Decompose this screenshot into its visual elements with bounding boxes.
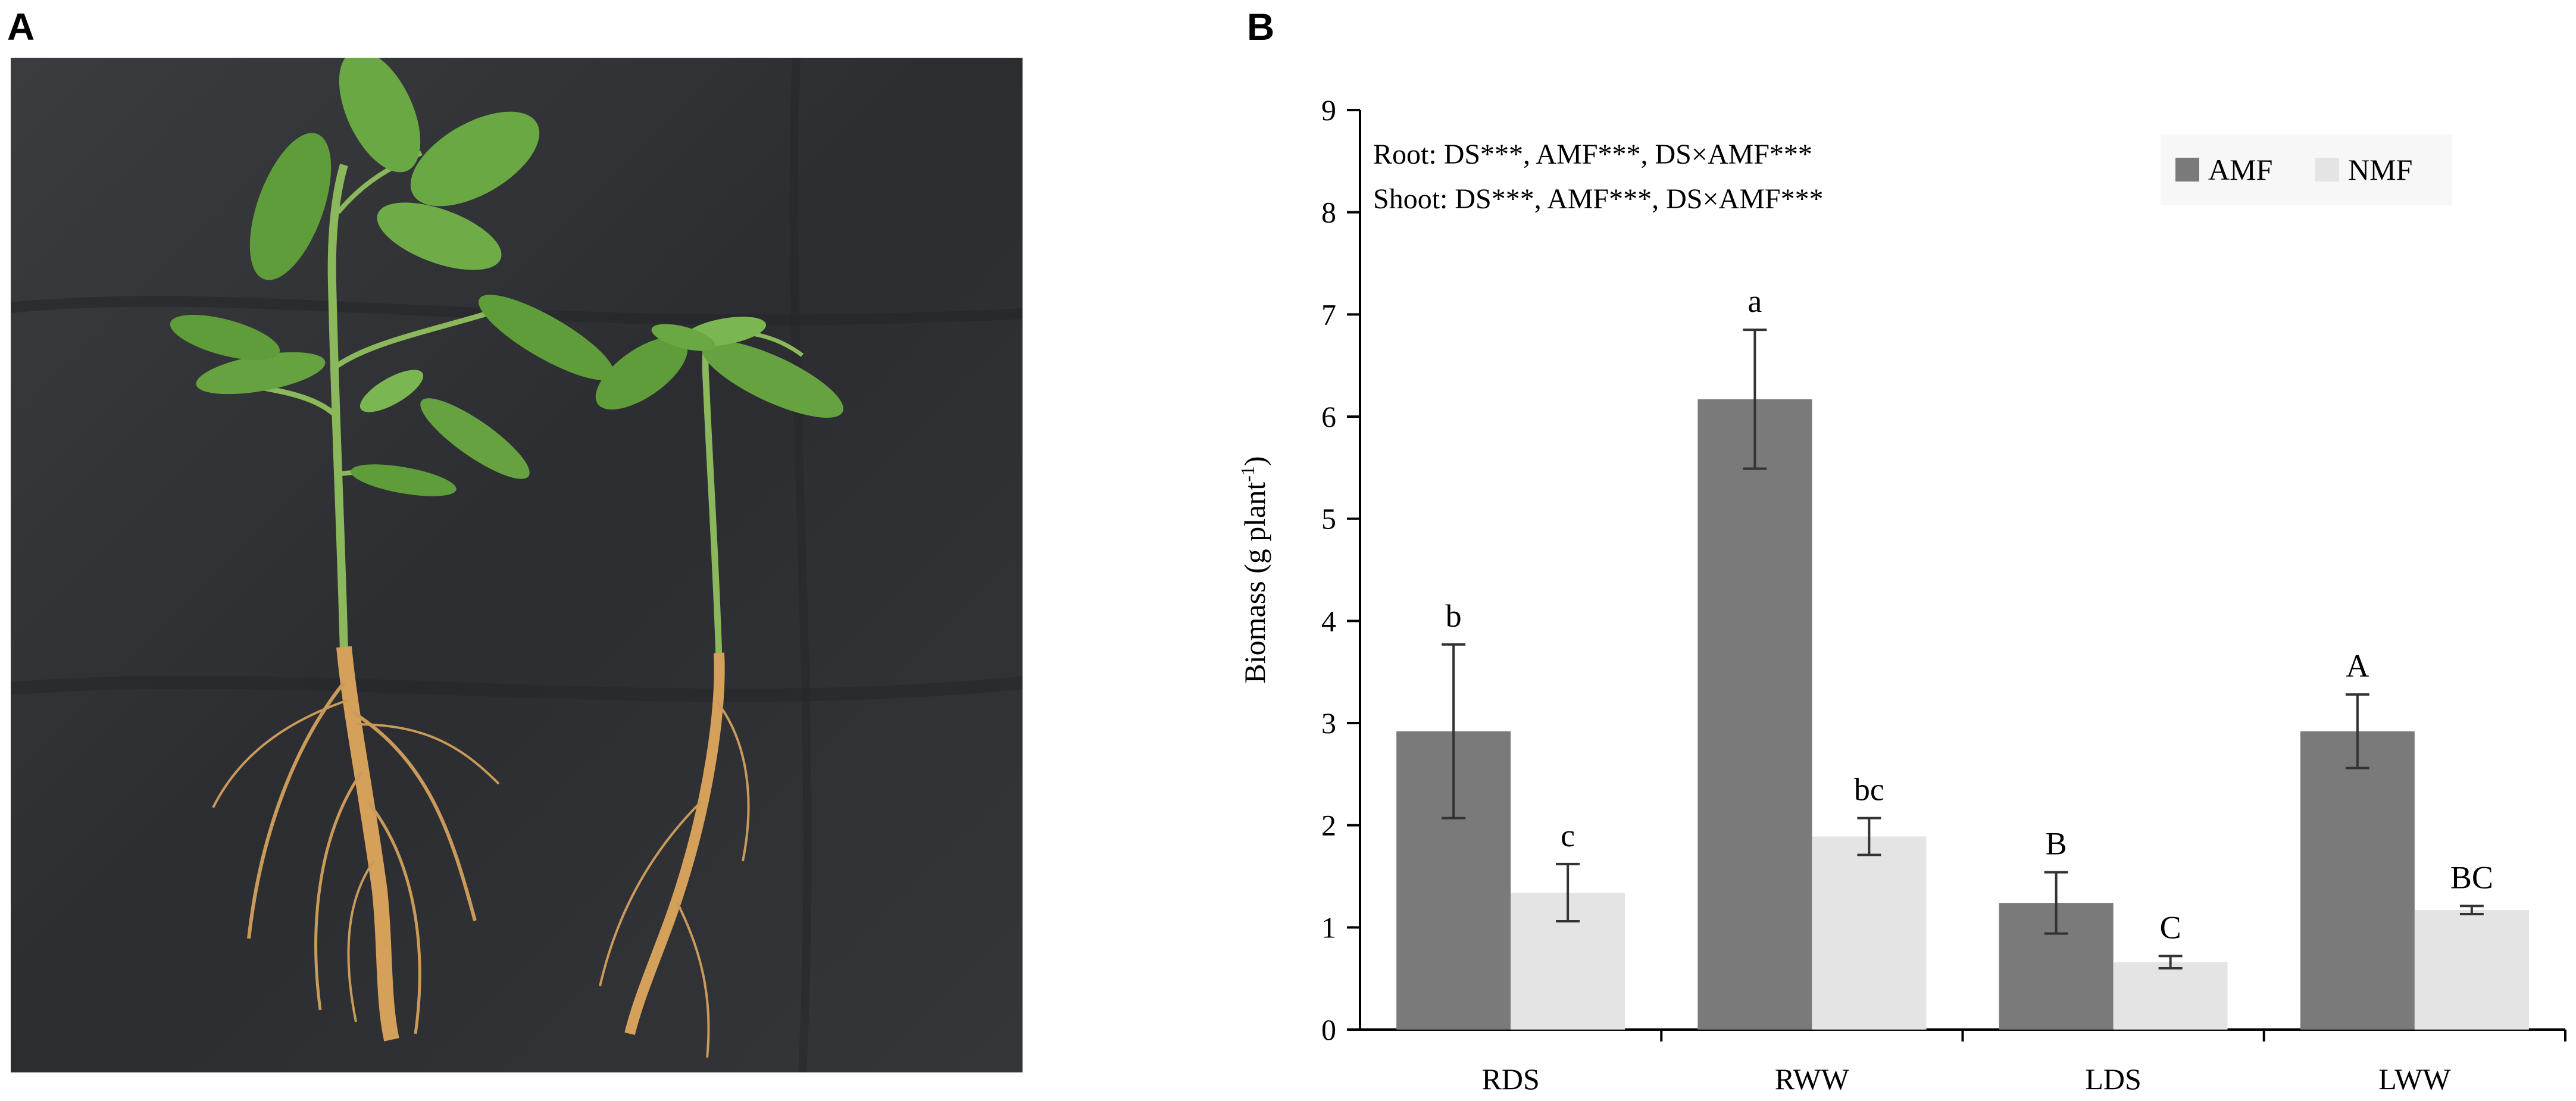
significance-letter: a [1747,283,1762,319]
x-tick-label-rds: RDS [1481,1062,1539,1096]
bar-nmf-lww [2414,910,2529,1030]
y-tick-label: 8 [1321,196,1336,229]
legend-swatch-nmf [2315,158,2339,182]
significance-letter: C [2160,909,2181,945]
chart-y-ticks: 0 1 2 3 4 5 6 7 8 9 [1321,93,1360,1046]
x-tick-label-lds: LDS [2085,1062,2141,1096]
plant-right [595,317,843,1058]
significance-letter: A [2346,648,2369,684]
y-tick-label: 1 [1321,911,1336,944]
chart-x-tick-labels: RDS RWW LDS LWW [1481,1030,2566,1096]
x-tick-label-rww: RWW [1775,1062,1850,1096]
y-tick-label: 6 [1321,400,1336,433]
plant-seedlings-photo [11,58,1023,1072]
bar-nmf-rww [1812,836,1927,1030]
legend-box [2161,134,2452,205]
significance-letter: c [1561,818,1575,853]
panel-label-b: B [1247,5,1275,48]
x-tick-label-lww: LWW [2378,1062,2451,1096]
chart-bars [1396,399,2529,1030]
legend-label-nmf: NMF [2348,153,2412,186]
legend-label-amf: AMF [2208,153,2272,186]
black-cloth-background [11,58,1023,1072]
chart-error-bars [1442,329,2484,969]
y-tick-label: 0 [1321,1013,1336,1046]
annotation-shoot-stats: Shoot: DS***, AMF***, DS×AMF*** [1373,183,1824,215]
bar-nmf-lds [2113,962,2228,1030]
y-tick-label: 9 [1321,93,1336,127]
y-tick-label: 4 [1321,604,1336,637]
annotation-root-stats: Root: DS***, AMF***, DS×AMF*** [1373,139,1812,170]
bar-amf-rww [1697,399,1812,1030]
y-tick-label: 5 [1321,502,1336,536]
y-tick-label: 3 [1321,706,1336,740]
y-axis-label: Biomass (g plant-1) [1237,456,1271,683]
significance-letter: bc [1854,772,1884,808]
bar-amf-lww [2300,731,2415,1030]
legend-swatch-amf [2175,158,2199,182]
significance-letter: BC [2450,859,2493,895]
panel-label-a: A [7,5,35,48]
y-tick-label: 7 [1321,298,1336,331]
chart-legend: AMF NMF [2161,134,2452,205]
y-tick-label: 2 [1321,809,1336,842]
significance-letter: b [1446,598,1462,634]
significance-letter: B [2046,826,2067,862]
plant-left [170,58,614,1041]
